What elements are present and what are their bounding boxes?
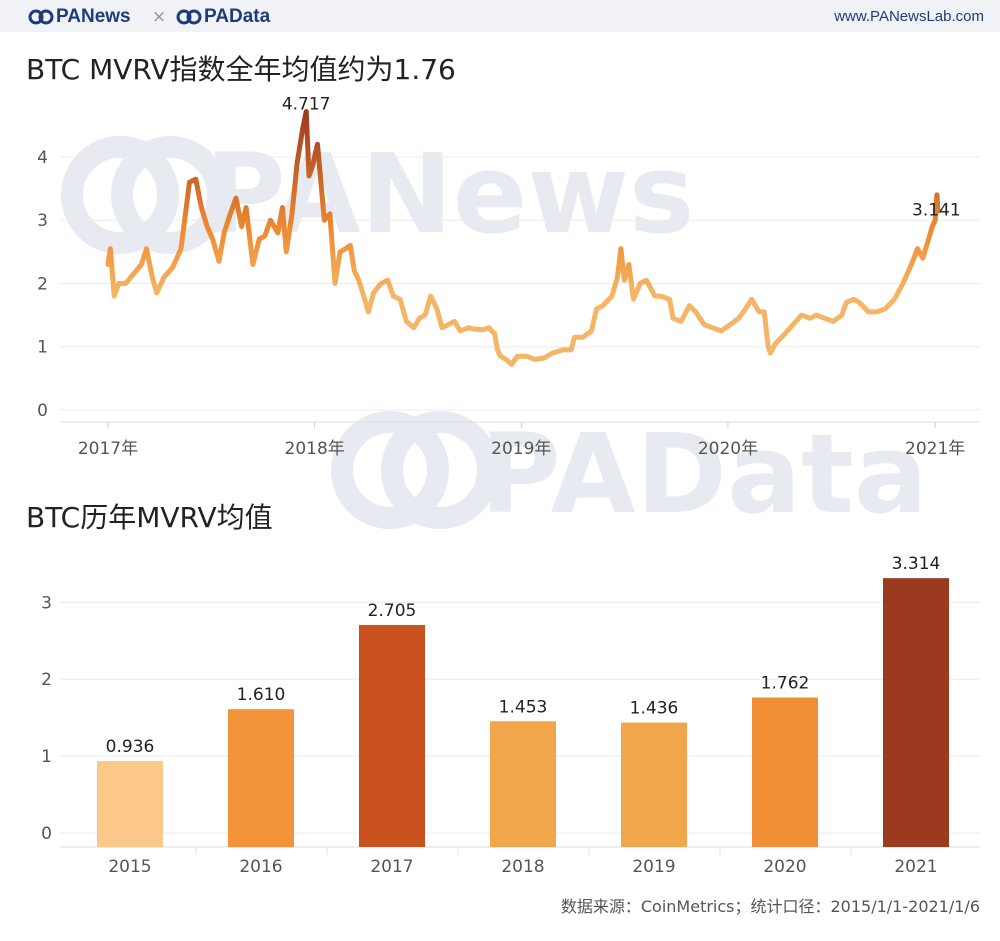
panews-logo: PANews [28,6,131,28]
brand-separator: × [152,7,167,27]
bar-value-label: 1.453 [499,697,548,717]
bar-2021 [883,578,949,847]
panews-logo-icon [28,9,54,25]
source-note: 数据来源：CoinMetrics；统计口径：2015/1/1-2021/1/6 [560,897,980,916]
bar-y-tick-label: 3 [41,593,52,613]
bar-value-label: 1.762 [761,673,810,693]
panews-brand-text: PANews [56,6,131,27]
bar-x-tick-label: 2019 [632,857,675,877]
bar-x-tick-label: 2020 [763,857,806,877]
line-chart-y-axis: 0 1 2 3 4 [37,148,48,421]
line-chart-grid [60,156,980,423]
line-x-tick-label: 2021年 [905,439,965,459]
bar-2020 [752,697,818,847]
bar-chart-x-axis: 2015 2016 2017 2018 2019 2020 2021 [108,847,938,877]
line-chart-x-axis: 2017年 2018年 2019年 2020年 2021年 [78,422,965,459]
bar-x-tick-label: 2015 [108,857,151,877]
line-y-tick-label: 1 [37,338,48,358]
bar-chart-bars: 0.936 1.610 2.705 1.453 1.436 1.762 3.314 [97,554,949,847]
line-y-tick-label: 3 [37,211,48,231]
line-x-tick-label: 2018年 [285,439,345,459]
watermark-padata: PAData [331,410,928,538]
watermark-panews: PANews [61,130,694,258]
watermark-padata-text: PAData [480,410,928,538]
bar-y-tick-label: 2 [41,670,52,690]
bar-2018 [490,721,556,847]
bar-2015 [97,761,163,847]
bar-value-label: 3.314 [892,554,941,574]
bar-value-label: 2.705 [368,601,417,621]
bar-x-tick-label: 2017 [370,857,413,877]
bar-x-tick-label: 2016 [239,857,282,877]
bar-2016 [228,709,294,847]
bar-value-label: 1.610 [237,685,286,705]
bar-value-label: 0.936 [106,737,155,757]
line-x-tick-label: 2019年 [491,439,551,459]
header-bar: PANews × PAData www.PANewsLab.com [0,0,1000,32]
bar-2017 [359,624,425,847]
padata-logo-icon [176,9,202,25]
padata-brand-text: PAData [204,6,271,27]
padata-logo: PAData [176,6,270,28]
bar-2019 [621,722,687,847]
bar-y-tick-label: 0 [41,824,52,844]
line-last-value-label: 3.141 [912,200,961,220]
bar-y-tick-label: 1 [41,747,52,767]
line-y-tick-label: 2 [37,274,48,294]
bar-chart-title: BTC历年MVRV均值 [26,501,273,534]
mvrv-line [105,109,941,367]
line-y-tick-label: 0 [37,401,48,421]
bar-x-tick-label: 2018 [501,857,544,877]
line-x-tick-label: 2017年 [78,439,138,459]
watermark-panews-text: PANews [205,130,694,258]
bar-x-tick-label: 2021 [894,857,937,877]
line-x-tick-label: 2020年 [698,439,758,459]
line-chart-title: BTC MVRV指数全年均值约为1.76 [26,53,456,86]
bar-chart-y-axis: 0 1 2 3 [41,593,52,844]
website-link[interactable]: www.PANewsLab.com [834,8,984,25]
line-peak-label: 4.717 [282,95,331,115]
line-y-tick-label: 4 [37,148,48,168]
line-chart-annotations: 4.717 3.141 [282,95,961,221]
bar-value-label: 1.436 [630,699,679,719]
